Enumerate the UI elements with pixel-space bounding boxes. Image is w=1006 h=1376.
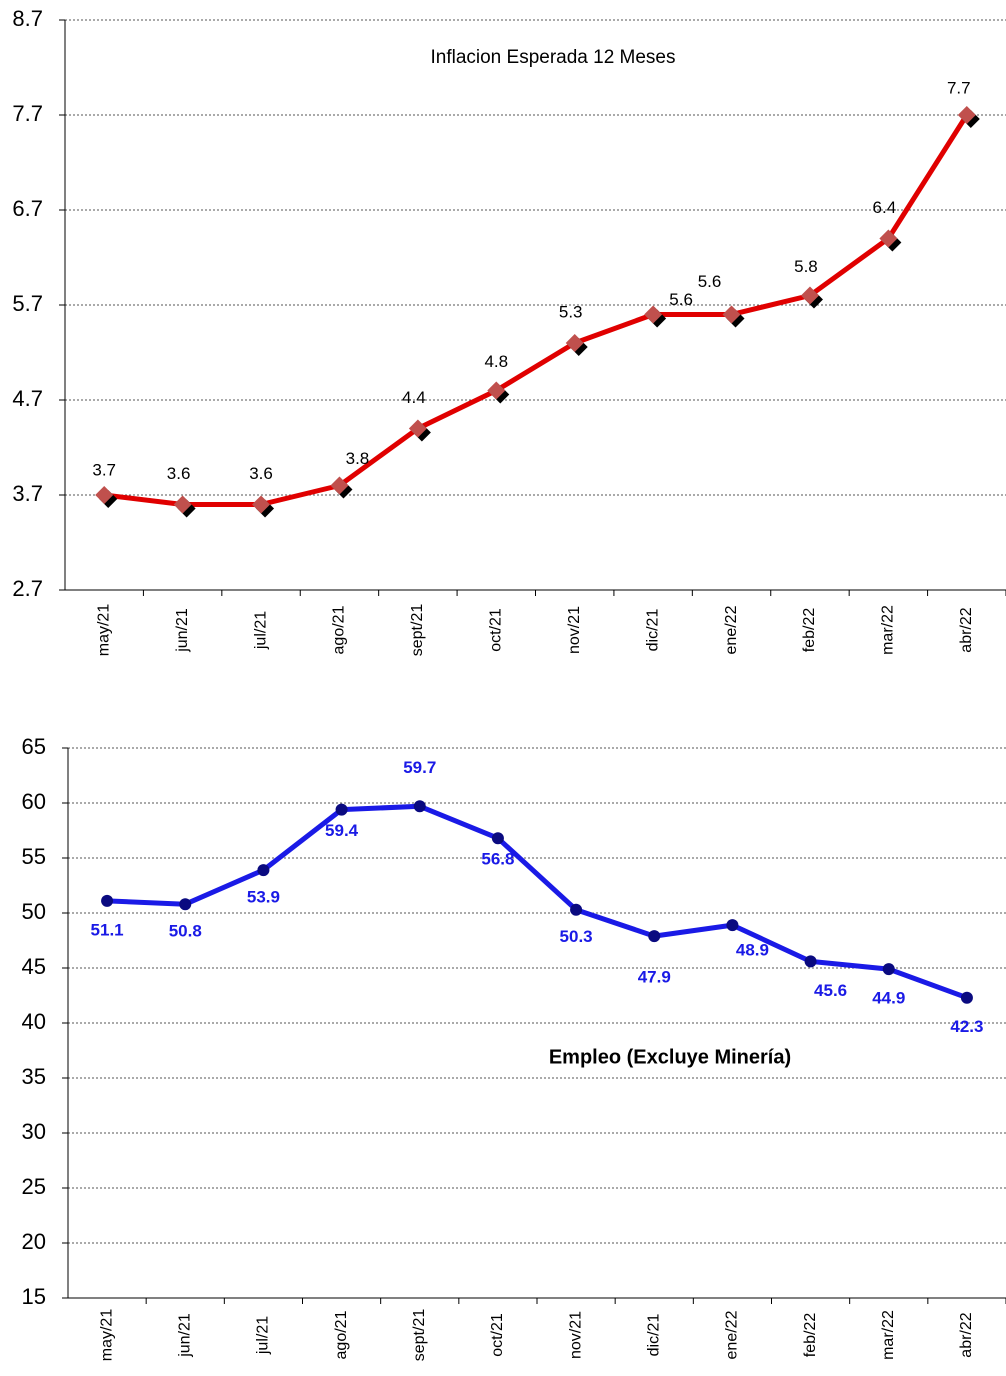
data-label: 3.7 <box>92 460 116 479</box>
x-tick-label: ene/22 <box>724 1310 741 1359</box>
marker <box>726 919 739 932</box>
series-line <box>103 113 969 507</box>
data-label: 59.7 <box>403 758 436 777</box>
x-tick-label: may/21 <box>95 604 112 657</box>
data-label: 6.4 <box>873 198 897 217</box>
data-label: 4.8 <box>484 352 508 371</box>
data-label: 3.6 <box>167 464 191 483</box>
marker <box>330 476 349 495</box>
data-label: 5.8 <box>794 257 818 276</box>
y-tick-label: 50 <box>22 899 46 924</box>
y-tick-label: 15 <box>22 1284 46 1309</box>
data-label: 5.6 <box>669 290 693 309</box>
data-label: 53.9 <box>247 888 280 907</box>
x-tick-label: sept/21 <box>409 604 426 657</box>
y-tick-label: 6.7 <box>12 196 43 221</box>
y-tick-label: 65 <box>22 734 46 759</box>
x-tick-label: nov/21 <box>566 606 583 654</box>
marker <box>644 305 663 324</box>
x-tick-label: abr/22 <box>958 607 975 652</box>
x-tick-label: ago/21 <box>331 605 348 654</box>
marker <box>722 305 741 324</box>
x-tick-label: may/21 <box>98 1309 115 1362</box>
marker <box>800 286 819 305</box>
x-tick-label: feb/22 <box>802 1313 819 1358</box>
data-label: 44.9 <box>872 989 905 1008</box>
data-label: 42.3 <box>950 1017 983 1036</box>
x-tick-label: feb/22 <box>801 608 818 653</box>
data-label: 47.9 <box>638 968 671 987</box>
x-tick-label: jun/21 <box>176 1313 193 1358</box>
marker <box>648 930 661 943</box>
series-line <box>106 803 968 1001</box>
y-tick-label: 7.7 <box>12 101 43 126</box>
x-tick-label: sept/21 <box>411 1309 428 1362</box>
data-label: 51.1 <box>91 920 124 939</box>
data-label: 59.4 <box>325 821 359 840</box>
marker <box>335 803 348 816</box>
marker <box>252 495 271 514</box>
data-label: 5.6 <box>698 272 722 291</box>
x-tick-label: dic/21 <box>645 1314 662 1357</box>
y-tick-label: 40 <box>22 1009 46 1034</box>
marker <box>179 898 192 911</box>
y-tick-label: 2.7 <box>12 576 43 601</box>
marker <box>565 334 584 352</box>
marker <box>413 800 426 813</box>
x-tick-label: mar/22 <box>880 605 897 655</box>
y-tick-label: 8.7 <box>12 6 43 31</box>
data-label: 5.3 <box>559 302 583 321</box>
marker <box>173 495 192 514</box>
chart-title: Inflacion Esperada 12 Meses <box>430 47 675 68</box>
data-label: 3.6 <box>249 464 273 483</box>
data-label: 7.7 <box>947 78 971 97</box>
y-tick-label: 30 <box>22 1119 46 1144</box>
x-tick-label: jun/21 <box>174 608 191 653</box>
marker <box>95 486 114 504</box>
x-tick-label: nov/21 <box>567 1311 584 1359</box>
y-tick-label: 5.7 <box>12 291 43 316</box>
marker <box>257 864 270 877</box>
y-tick-label: 35 <box>22 1064 46 1089</box>
marker <box>487 381 506 400</box>
y-tick-label: 45 <box>22 954 46 979</box>
marker <box>879 229 898 248</box>
data-label: 4.4 <box>402 388 426 407</box>
data-label: 3.8 <box>346 449 370 468</box>
y-tick-label: 4.7 <box>12 386 43 411</box>
x-tick-label: ene/22 <box>723 605 740 654</box>
marker <box>570 903 583 916</box>
y-tick-label: 55 <box>22 844 46 869</box>
marker <box>491 832 504 845</box>
chart-title: Empleo (Excluye Minería) <box>549 1046 791 1068</box>
marker <box>101 894 114 907</box>
marker <box>804 955 817 968</box>
marker <box>960 991 973 1004</box>
x-tick-label: jul/21 <box>252 611 269 650</box>
data-label: 56.8 <box>481 850 514 869</box>
data-label: 45.6 <box>814 981 847 1000</box>
y-tick-label: 20 <box>22 1229 46 1254</box>
y-tick-label: 60 <box>22 789 46 814</box>
data-label: 50.3 <box>560 927 593 946</box>
marker <box>882 963 895 976</box>
x-tick-label: ago/21 <box>333 1310 350 1359</box>
x-tick-label: oct/21 <box>488 608 505 652</box>
x-tick-label: oct/21 <box>489 1313 506 1357</box>
x-tick-label: dic/21 <box>644 609 661 652</box>
x-tick-label: jul/21 <box>255 1316 272 1355</box>
marker <box>408 419 427 438</box>
y-tick-label: 25 <box>22 1174 46 1199</box>
x-tick-label: mar/22 <box>880 1310 897 1360</box>
marker <box>957 106 976 124</box>
data-label: 50.8 <box>169 922 202 941</box>
x-tick-label: abr/22 <box>958 1312 975 1357</box>
y-tick-label: 3.7 <box>12 481 43 506</box>
data-label: 48.9 <box>736 941 769 960</box>
